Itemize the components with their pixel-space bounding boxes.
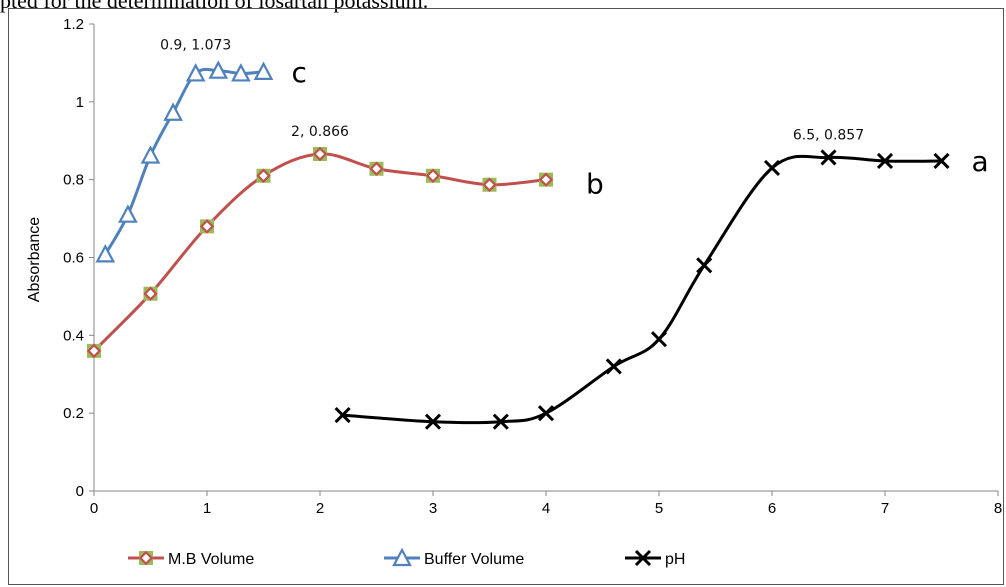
data-point-square-overlay <box>369 161 384 176</box>
legend-label: M.B Volume <box>168 551 254 568</box>
data-point-triangle <box>231 63 251 82</box>
x-tick-label: 4 <box>542 500 550 517</box>
data-point-triangle <box>208 60 229 79</box>
curve-label-b: b <box>586 168 604 201</box>
data-point-x <box>424 413 442 430</box>
data-point-x <box>605 358 622 375</box>
legend-marker-square-overlay <box>138 550 154 566</box>
y-tick-label: 1.2 <box>63 16 84 33</box>
y-tick-label: 0.2 <box>63 405 84 422</box>
data-point-triangle <box>118 204 138 223</box>
data-point-square-overlay <box>425 168 441 183</box>
data-point-x <box>820 149 837 166</box>
x-tick-label: 2 <box>316 500 324 517</box>
series-line <box>92 152 547 352</box>
data-point-triangle <box>163 102 183 121</box>
data-point-x <box>537 405 555 422</box>
data-point-square-overlay <box>199 219 215 234</box>
legend-item <box>384 547 420 567</box>
x-tick-label: 6 <box>768 500 776 517</box>
data-point-triangle <box>140 145 161 164</box>
data-point-triangle <box>95 244 116 263</box>
data-point-square-overlay <box>538 172 554 187</box>
legend-item <box>625 549 661 567</box>
y-tick-label: 0.6 <box>63 250 84 267</box>
series-line <box>103 67 264 256</box>
data-label: 0.9, 1.073 <box>160 37 231 53</box>
legend-label: pH <box>665 551 685 568</box>
series-buffer-volume <box>95 60 274 263</box>
data-label: 2, 0.866 <box>291 124 349 140</box>
chart-frame <box>8 8 1004 585</box>
x-tick-label: 1 <box>203 500 211 517</box>
data-label: 6.5, 0.857 <box>793 127 864 143</box>
data-point-x <box>334 407 351 424</box>
curve-label-a: a <box>972 145 989 178</box>
legend-marker-triangle <box>392 547 412 567</box>
data-point-square-overlay <box>143 286 158 301</box>
data-point-triangle <box>253 61 274 80</box>
curve-label-c: c <box>292 56 307 89</box>
data-point-x <box>933 152 950 170</box>
series-m-b-volume <box>86 146 554 359</box>
series-line <box>342 154 942 425</box>
x-tick-label: 8 <box>994 500 1002 517</box>
figure-caption: pted for the determination of losartan p… <box>0 0 429 13</box>
data-point-x <box>763 159 781 177</box>
legend-marker-x <box>634 549 652 567</box>
y-axis-label: Absorbance <box>26 217 43 302</box>
y-tick-label: 0.8 <box>63 172 84 189</box>
data-point-x <box>650 331 668 348</box>
data-point-square-overlay <box>256 168 271 183</box>
data-point-x <box>876 152 894 170</box>
data-point-x <box>492 413 509 430</box>
series-ph <box>334 149 950 430</box>
legend-item <box>128 550 164 566</box>
x-tick-label: 5 <box>655 500 663 517</box>
x-tick-label: 0 <box>90 500 98 517</box>
x-tick-label: 7 <box>881 500 889 517</box>
y-tick-label: 1 <box>76 94 84 111</box>
data-point-x <box>696 257 713 274</box>
y-tick-label: 0 <box>76 483 84 500</box>
data-point-triangle <box>185 63 206 82</box>
legend-label: Buffer Volume <box>424 551 524 568</box>
data-point-square-overlay <box>312 146 328 162</box>
data-point-square-overlay <box>482 177 497 192</box>
data-point-square-overlay <box>86 343 102 359</box>
x-tick-label: 3 <box>429 500 437 517</box>
y-tick-label: 0.4 <box>63 327 84 344</box>
